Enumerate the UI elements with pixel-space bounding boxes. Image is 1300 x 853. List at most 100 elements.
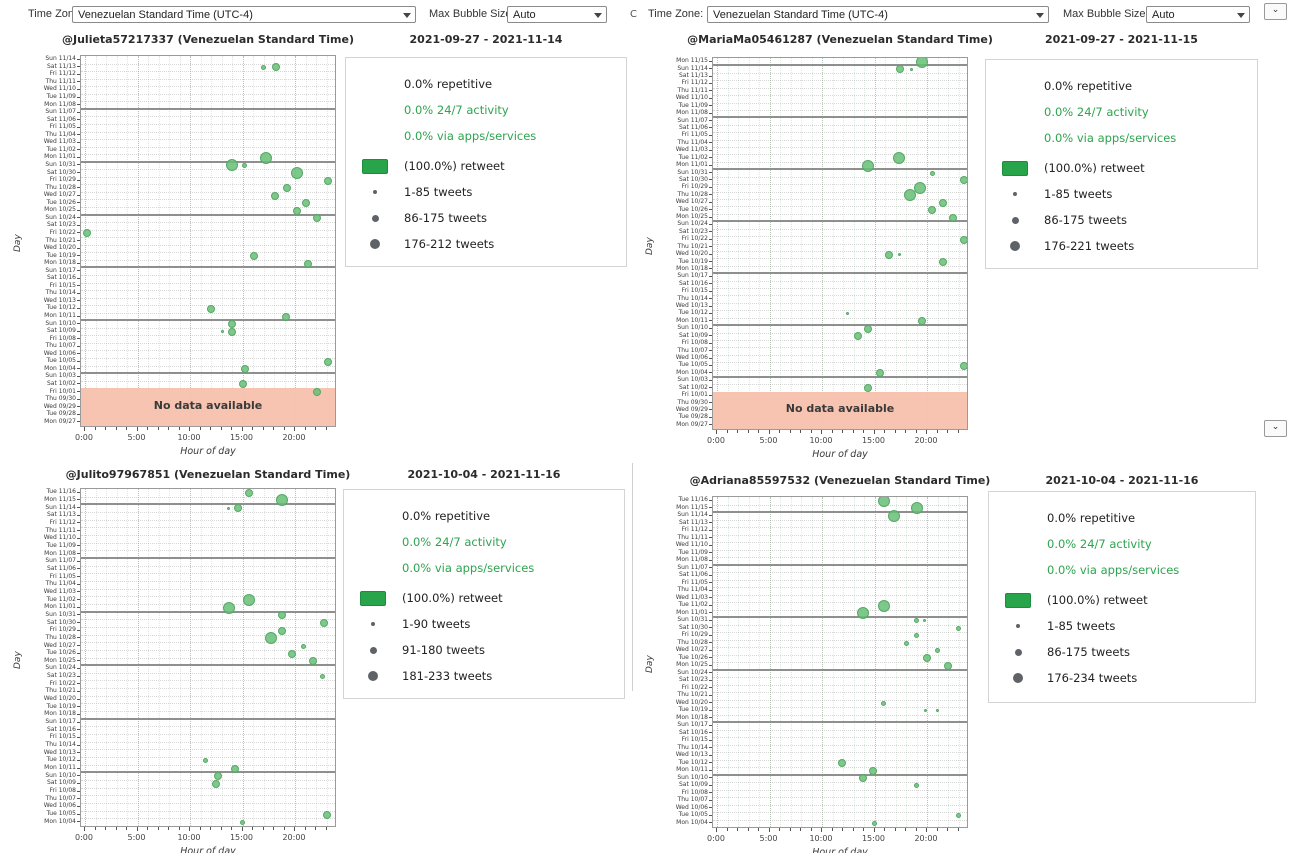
y-tick bbox=[77, 591, 80, 593]
x-tick bbox=[894, 430, 896, 433]
y-tick bbox=[709, 186, 712, 188]
y-tick-label: Sun 11/07 bbox=[45, 108, 76, 116]
max-bubble-select-left[interactable]: Auto bbox=[507, 6, 607, 23]
y-tick-label: Sat 10/16 bbox=[46, 725, 76, 733]
y-tick bbox=[709, 60, 712, 62]
y-tick-label: Thu 10/28 bbox=[45, 183, 76, 191]
y-tick bbox=[709, 642, 712, 644]
y-tick-label: Fri 10/15 bbox=[681, 287, 708, 295]
y-tick bbox=[709, 97, 712, 99]
collapse-mid-button[interactable]: ⌄ bbox=[1264, 420, 1287, 437]
apps-stat: 0.0% via apps/services bbox=[1047, 563, 1180, 577]
y-tick-label: Wed 10/06 bbox=[43, 802, 76, 810]
day-gridline bbox=[81, 603, 335, 605]
y-tick-label: Fri 10/22 bbox=[49, 679, 76, 687]
time-zone-select-left[interactable]: Venezuelan Standard Time (UTC-4) bbox=[72, 6, 416, 23]
day-gridline bbox=[713, 632, 967, 633]
y-tick-label: Mon 10/04 bbox=[44, 364, 76, 372]
day-gridline bbox=[81, 550, 335, 552]
tweet-bubble bbox=[929, 170, 935, 176]
y-tick-label: Mon 10/18 bbox=[676, 264, 708, 272]
x-tick bbox=[884, 828, 885, 831]
retweet-swatch-icon bbox=[360, 590, 386, 606]
day-gridline bbox=[81, 573, 335, 575]
day-gridline bbox=[713, 302, 967, 304]
day-gridline bbox=[713, 198, 967, 200]
hour-gridline bbox=[832, 58, 834, 429]
day-gridline bbox=[713, 184, 967, 186]
y-tick bbox=[709, 507, 712, 509]
tweet-bubble bbox=[892, 152, 905, 165]
x-tick bbox=[241, 427, 243, 431]
y-tick bbox=[709, 120, 712, 122]
x-tick bbox=[262, 827, 264, 830]
tweet-bubble bbox=[287, 649, 296, 658]
y-tick bbox=[709, 634, 712, 636]
no-data-label: No data available bbox=[153, 399, 263, 413]
hour-gridline bbox=[864, 497, 865, 827]
hour-gridline bbox=[843, 58, 844, 429]
hour-gridline bbox=[790, 497, 792, 827]
day-gridline bbox=[81, 365, 335, 367]
tweet-bubble bbox=[915, 58, 928, 68]
y-tick bbox=[709, 717, 712, 719]
y-tick bbox=[77, 491, 80, 493]
y-tick-label: Sun 10/10 bbox=[677, 324, 708, 332]
tweet-bubble bbox=[856, 607, 869, 620]
collapse-top-button[interactable]: ⌄ bbox=[1264, 3, 1287, 20]
y-tick-label: Wed 10/20 bbox=[675, 250, 708, 258]
y-tick-label: Sun 10/31 bbox=[45, 610, 76, 618]
hour-gridline bbox=[232, 489, 233, 826]
y-tick bbox=[709, 649, 712, 651]
y-tick-label: Wed 11/03 bbox=[43, 587, 76, 595]
y-tick bbox=[77, 141, 80, 143]
retweet-swatch-icon bbox=[362, 158, 388, 174]
day-gridline bbox=[81, 757, 335, 759]
y-tick bbox=[77, 285, 80, 287]
day-gridline bbox=[713, 707, 967, 708]
day-gridline bbox=[713, 147, 967, 149]
day-gridline bbox=[81, 642, 335, 644]
y-tick-label: Wed 11/03 bbox=[675, 593, 708, 601]
x-tick bbox=[863, 430, 864, 433]
y-tick bbox=[709, 424, 712, 426]
y-tick-label: Tue 11/02 bbox=[46, 145, 76, 153]
hour-gridline bbox=[158, 56, 160, 426]
y-tick bbox=[77, 606, 80, 608]
hour-gridline bbox=[864, 58, 865, 429]
x-tick bbox=[716, 828, 717, 832]
y-tick-label: Sun 10/31 bbox=[677, 168, 708, 176]
time-zone-select-right[interactable]: Venezuelan Standard Time (UTC-4) bbox=[707, 6, 1049, 23]
y-tick-label: Tue 11/16 bbox=[678, 496, 708, 504]
x-tick bbox=[147, 427, 148, 430]
x-tick bbox=[726, 828, 728, 831]
day-gridline bbox=[81, 154, 335, 156]
y-tick-label: Thu 11/04 bbox=[45, 580, 76, 588]
repetitive-stat: 0.0% repetitive bbox=[402, 509, 491, 523]
max-bubble-select-right[interactable]: Auto bbox=[1146, 6, 1250, 23]
bubble-size-medium-icon bbox=[1014, 648, 1022, 656]
day-gridline bbox=[713, 332, 967, 334]
hour-gridline bbox=[116, 56, 118, 426]
hour-gridline bbox=[853, 58, 855, 429]
y-tick-label: Fri 10/15 bbox=[49, 281, 76, 289]
y-tick-label: Fri 10/08 bbox=[681, 339, 708, 347]
y-tick-label: Thu 10/21 bbox=[677, 691, 708, 699]
y-tick-label: Tue 10/19 bbox=[678, 706, 708, 714]
x-tick-label: 15:00 bbox=[861, 436, 886, 445]
y-tick-label: Thu 11/04 bbox=[677, 586, 708, 594]
y-tick bbox=[77, 736, 80, 738]
y-tick-label: Wed 11/03 bbox=[675, 146, 708, 154]
tweet-bubble bbox=[956, 625, 961, 631]
y-tick-label: Mon 10/04 bbox=[676, 368, 708, 376]
y-tick-label: Sat 11/06 bbox=[46, 564, 76, 572]
x-tick bbox=[873, 430, 875, 434]
x-tick bbox=[831, 828, 833, 831]
y-tick bbox=[77, 767, 80, 769]
tweet-bubble bbox=[320, 619, 329, 628]
y-tick-label: Mon 10/11 bbox=[676, 316, 708, 324]
y-tick-label: Tue 11/16 bbox=[46, 488, 76, 496]
y-tick-label: Thu 09/30 bbox=[677, 398, 708, 406]
day-gridline bbox=[81, 350, 335, 352]
y-tick bbox=[77, 81, 80, 83]
